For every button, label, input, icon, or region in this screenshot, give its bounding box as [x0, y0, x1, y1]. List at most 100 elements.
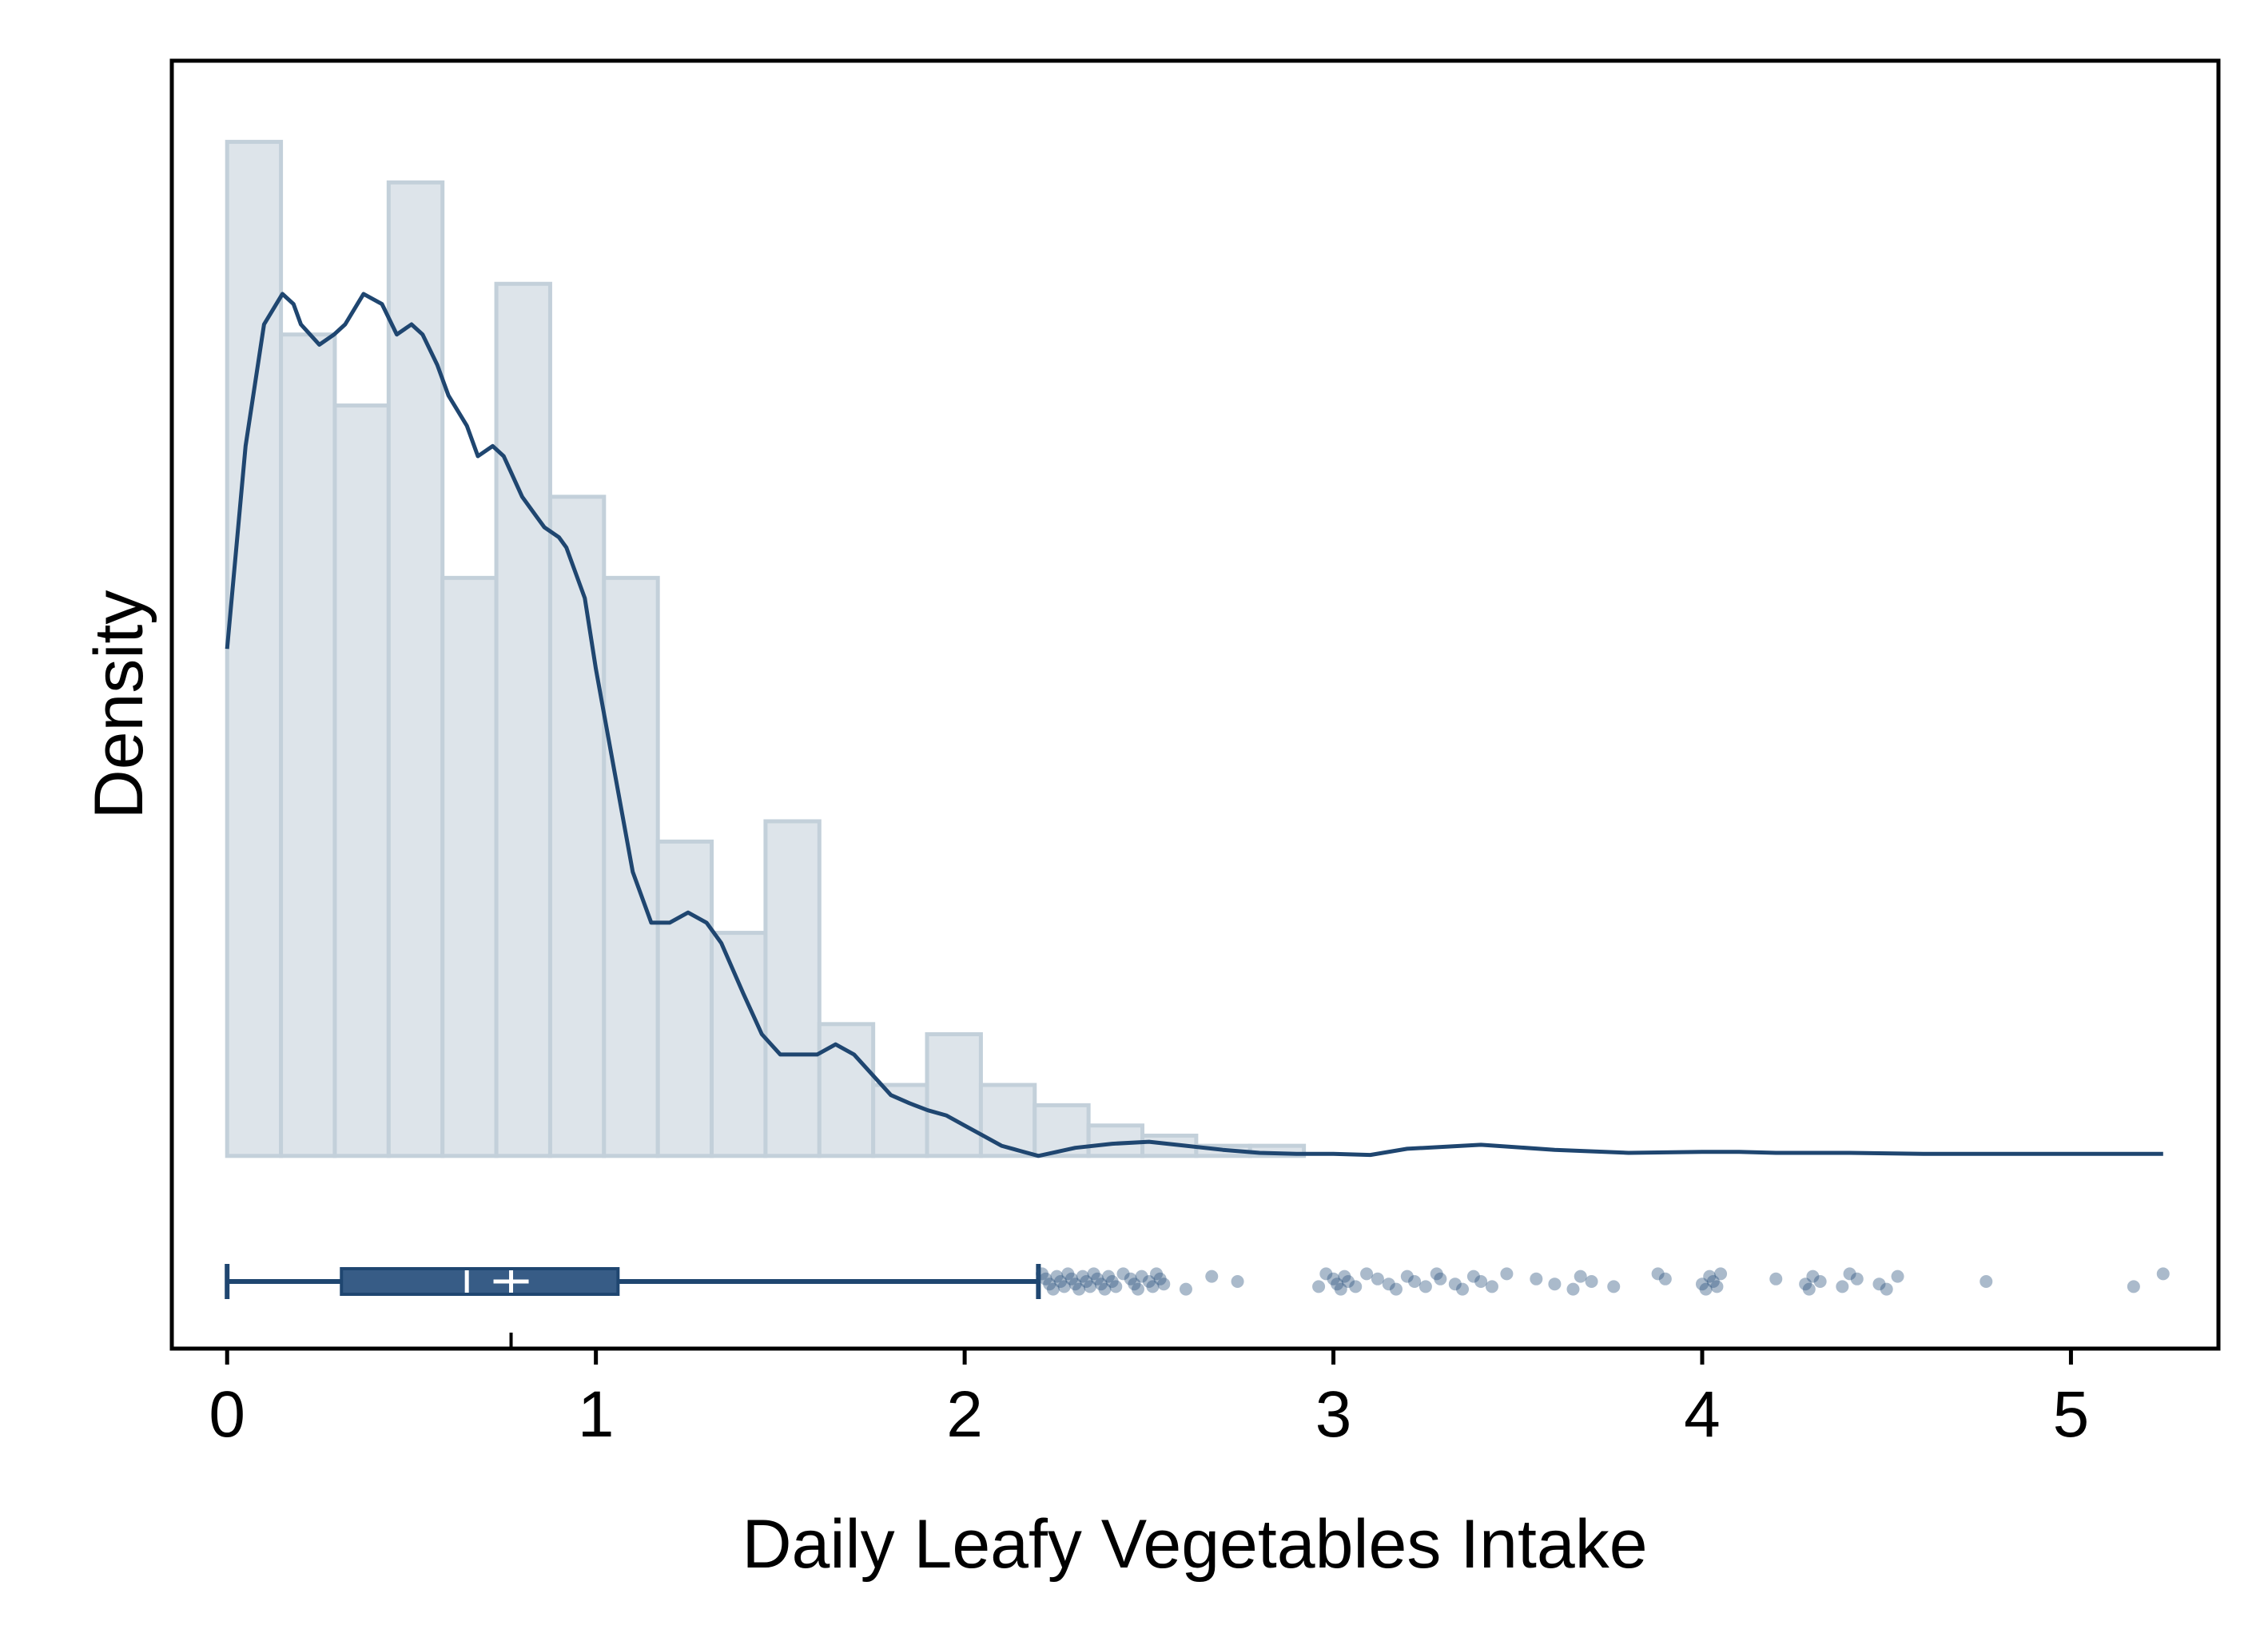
outlier-point [1105, 1275, 1119, 1288]
histogram-bar [710, 931, 768, 1158]
outlier-point [1312, 1280, 1326, 1293]
outlier-point [1116, 1267, 1130, 1281]
histogram-bar [978, 1083, 1037, 1158]
outlier-point [1091, 1272, 1104, 1285]
outlier-point [1331, 1277, 1344, 1291]
histogram-bar [547, 495, 607, 1158]
outlier-point [1128, 1277, 1141, 1291]
outlier-point [1699, 1282, 1713, 1296]
outlier-point [1710, 1280, 1724, 1293]
outlier-point [1382, 1277, 1395, 1291]
x-tick-label: 0 [209, 1378, 245, 1451]
density-curve [225, 292, 2163, 1158]
outlier-point [1349, 1280, 1363, 1293]
outlier-point [1153, 1272, 1167, 1285]
outlier-point [1124, 1272, 1137, 1285]
outlier-point [1813, 1275, 1827, 1288]
histogram-bar [871, 1083, 929, 1158]
outlier-point [1334, 1282, 1347, 1296]
outlier-point [1076, 1270, 1089, 1283]
histogram-bar [279, 332, 337, 1158]
outlier-point [1087, 1267, 1100, 1281]
x-tick-label: 4 [1684, 1378, 1721, 1451]
outlier-point [1456, 1282, 1470, 1296]
outlier-point [1046, 1282, 1060, 1296]
outlier-point [1072, 1282, 1086, 1296]
outlier-point [1231, 1275, 1244, 1288]
outlier-point [1806, 1270, 1820, 1283]
outlier-point [1706, 1275, 1720, 1288]
outlier-point [1098, 1282, 1112, 1296]
outlier-point [1109, 1280, 1123, 1293]
outlier-point [1146, 1280, 1160, 1293]
x-tick-label: 3 [1315, 1378, 1352, 1451]
y-axis-title: Density [81, 590, 157, 820]
outlier-point [1418, 1280, 1432, 1293]
outlier-point [1530, 1272, 1543, 1285]
outlier-point [1135, 1270, 1148, 1283]
outlier-point [1061, 1267, 1075, 1281]
outlier-point [1850, 1272, 1864, 1285]
outlier-point [1400, 1270, 1414, 1283]
outlier-point [1083, 1280, 1096, 1293]
histogram-bar [655, 839, 714, 1158]
outlier-point [1980, 1275, 1993, 1288]
outlier-point [1799, 1277, 1812, 1291]
outlier-point [1157, 1277, 1171, 1291]
outlier-point [1150, 1267, 1164, 1281]
outlier-point [1102, 1270, 1116, 1283]
outlier-point [2127, 1280, 2140, 1293]
outlier-point [1094, 1277, 1108, 1291]
histogram-bar [225, 140, 284, 1158]
outlier-point [1566, 1282, 1580, 1296]
x-tick-label: 5 [2053, 1378, 2090, 1451]
outlier-point [1179, 1282, 1192, 1296]
x-tick-label: 1 [578, 1378, 615, 1451]
histogram-bar [925, 1032, 983, 1158]
outlier-point [1068, 1277, 1082, 1291]
outlier-points [1036, 1267, 2170, 1296]
x-tick-label: 2 [946, 1378, 983, 1451]
outlier-point [1802, 1282, 1816, 1296]
outlier-point [1474, 1275, 1488, 1288]
outlier-point [1036, 1267, 1049, 1281]
histogram-bar [332, 403, 391, 1158]
outlier-point [1319, 1267, 1333, 1281]
x-axis: 0 1 2 3 4 5 [209, 1333, 2089, 1451]
outlier-point [1360, 1267, 1374, 1281]
histogram-bar [817, 1022, 876, 1158]
outlier-point [1080, 1275, 1093, 1288]
outlier-point [1585, 1275, 1598, 1288]
outlier-point [1695, 1277, 1709, 1291]
outlier-point [1872, 1277, 1886, 1291]
outlier-point [1050, 1270, 1064, 1283]
outlier-point [1843, 1267, 1856, 1281]
outlier-point [1607, 1280, 1621, 1293]
histogram-bar [440, 575, 499, 1158]
box-iqr [340, 1267, 620, 1296]
outlier-point [1485, 1280, 1498, 1293]
outlier-point [1338, 1270, 1351, 1283]
outlier-point [1500, 1267, 1514, 1281]
outlier-point [1434, 1272, 1447, 1285]
outlier-point [1039, 1272, 1052, 1285]
outlier-point [1064, 1272, 1078, 1285]
outlier-point [1389, 1282, 1403, 1296]
outlier-point [1057, 1280, 1071, 1293]
outlier-point [1371, 1272, 1384, 1285]
outlier-point [1205, 1270, 1219, 1283]
boxplot [225, 1264, 1041, 1299]
outlier-point [1880, 1282, 1893, 1296]
outlier-point [1448, 1277, 1462, 1291]
outlier-point [1548, 1277, 1562, 1291]
outlier-point [1658, 1272, 1672, 1285]
outlier-point [1703, 1270, 1717, 1283]
outlier-point [2156, 1267, 2170, 1281]
outlier-point [1408, 1275, 1422, 1288]
histogram-bar [494, 281, 552, 1158]
outlier-point [1142, 1275, 1156, 1288]
outlier-point [1054, 1275, 1068, 1288]
outlier-point [1891, 1270, 1904, 1283]
outlier-point [1327, 1272, 1340, 1285]
